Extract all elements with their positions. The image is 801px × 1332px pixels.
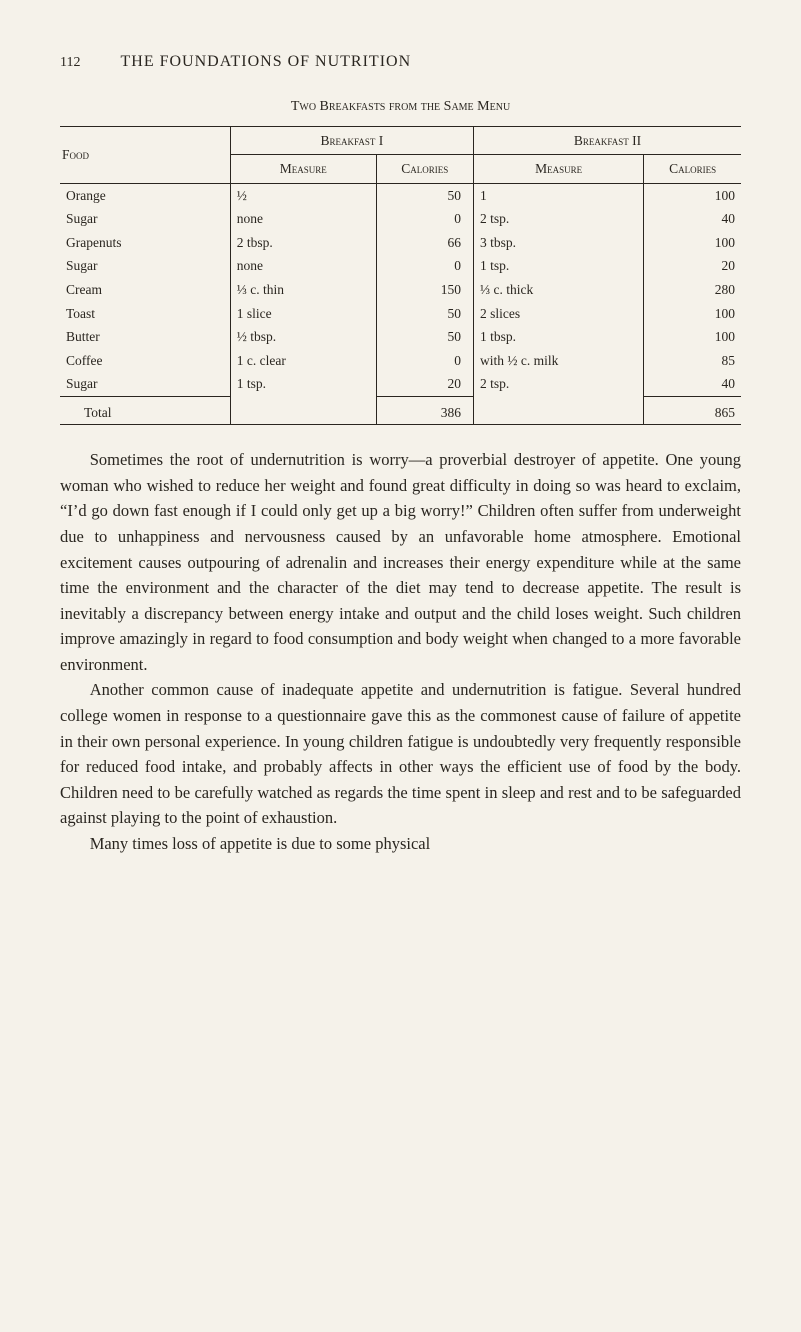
table-total-row: Total 386 865 xyxy=(60,396,741,425)
cell-total-c1: 386 xyxy=(376,396,473,425)
cell-food: Sugar xyxy=(60,207,230,231)
cell-measure2: 1 tbsp. xyxy=(473,325,643,349)
cell-food: Sugar xyxy=(60,372,230,396)
cell-measure2: 1 xyxy=(473,183,643,207)
cell-measure1: 2 tbsp. xyxy=(230,231,376,255)
cell-empty xyxy=(473,396,643,425)
cell-measure1: ½ tbsp. xyxy=(230,325,376,349)
paragraph-2: Another common cause of inadequate appet… xyxy=(60,677,741,830)
th-measure1: Measure xyxy=(230,155,376,184)
cell-food: Sugar xyxy=(60,254,230,278)
cell-measure2: 2 tsp. xyxy=(473,372,643,396)
th-food: Food xyxy=(60,126,230,183)
cell-food: Toast xyxy=(60,302,230,326)
paragraph-1: Sometimes the root of undernutrition is … xyxy=(60,447,741,677)
cell-cal1: 66 xyxy=(376,231,473,255)
cell-cal2: 100 xyxy=(644,231,741,255)
page-number: 112 xyxy=(60,53,80,73)
cell-cal2: 20 xyxy=(644,254,741,278)
table-title: Two Breakfasts from the Same Menu xyxy=(60,97,741,117)
cell-cal1: 0 xyxy=(376,207,473,231)
cell-food: Orange xyxy=(60,183,230,207)
cell-measure1: none xyxy=(230,254,376,278)
table-row: Grapenuts2 tbsp.663 tbsp.100 xyxy=(60,231,741,255)
cell-measure2: 3 tbsp. xyxy=(473,231,643,255)
cell-measure2: 2 slices xyxy=(473,302,643,326)
cell-cal2: 280 xyxy=(644,278,741,302)
cell-cal1: 20 xyxy=(376,372,473,396)
cell-measure1: 1 slice xyxy=(230,302,376,326)
cell-cal2: 85 xyxy=(644,349,741,373)
table-row: Orange½501100 xyxy=(60,183,741,207)
cell-cal2: 100 xyxy=(644,325,741,349)
table-row: Cream⅓ c. thin150⅓ c. thick280 xyxy=(60,278,741,302)
body-text: Sometimes the root of undernutrition is … xyxy=(60,447,741,856)
th-breakfast1: Breakfast I xyxy=(230,126,473,155)
cell-cal2: 40 xyxy=(644,207,741,231)
cell-measure1: 1 tsp. xyxy=(230,372,376,396)
table-row: Coffee1 c. clear0with ½ c. milk85 xyxy=(60,349,741,373)
table-row: Sugarnone02 tsp.40 xyxy=(60,207,741,231)
cell-measure1: none xyxy=(230,207,376,231)
cell-cal1: 50 xyxy=(376,302,473,326)
cell-food: Coffee xyxy=(60,349,230,373)
cell-cal1: 50 xyxy=(376,325,473,349)
cell-cal2: 100 xyxy=(644,302,741,326)
table-row: Sugar1 tsp.202 tsp.40 xyxy=(60,372,741,396)
cell-cal2: 40 xyxy=(644,372,741,396)
cell-food: Cream xyxy=(60,278,230,302)
page-header: 112 THE FOUNDATIONS OF NUTRITION xyxy=(60,50,741,73)
cell-cal2: 100 xyxy=(644,183,741,207)
th-breakfast2: Breakfast II xyxy=(473,126,741,155)
table-row: Sugarnone01 tsp.20 xyxy=(60,254,741,278)
cell-measure1: 1 c. clear xyxy=(230,349,376,373)
breakfast-table-container: Two Breakfasts from the Same Menu Food B… xyxy=(60,97,741,425)
breakfast-table: Food Breakfast I Breakfast II Measure Ca… xyxy=(60,126,741,426)
cell-measure2: 2 tsp. xyxy=(473,207,643,231)
cell-cal1: 150 xyxy=(376,278,473,302)
cell-empty xyxy=(230,396,376,425)
cell-measure1: ⅓ c. thin xyxy=(230,278,376,302)
cell-total-c2: 865 xyxy=(644,396,741,425)
running-title: THE FOUNDATIONS OF NUTRITION xyxy=(120,50,411,73)
cell-cal1: 50 xyxy=(376,183,473,207)
cell-measure2: 1 tsp. xyxy=(473,254,643,278)
table-row: Butter½ tbsp.501 tbsp.100 xyxy=(60,325,741,349)
cell-measure2: with ½ c. milk xyxy=(473,349,643,373)
cell-cal1: 0 xyxy=(376,254,473,278)
paragraph-3: Many times loss of appetite is due to so… xyxy=(60,831,741,857)
cell-measure1: ½ xyxy=(230,183,376,207)
cell-total-label: Total xyxy=(60,396,230,425)
th-measure2: Measure xyxy=(473,155,643,184)
table-row: Toast1 slice502 slices100 xyxy=(60,302,741,326)
th-calories1: Calories xyxy=(376,155,473,184)
cell-cal1: 0 xyxy=(376,349,473,373)
cell-food: Butter xyxy=(60,325,230,349)
th-calories2: Calories xyxy=(644,155,741,184)
cell-measure2: ⅓ c. thick xyxy=(473,278,643,302)
cell-food: Grapenuts xyxy=(60,231,230,255)
